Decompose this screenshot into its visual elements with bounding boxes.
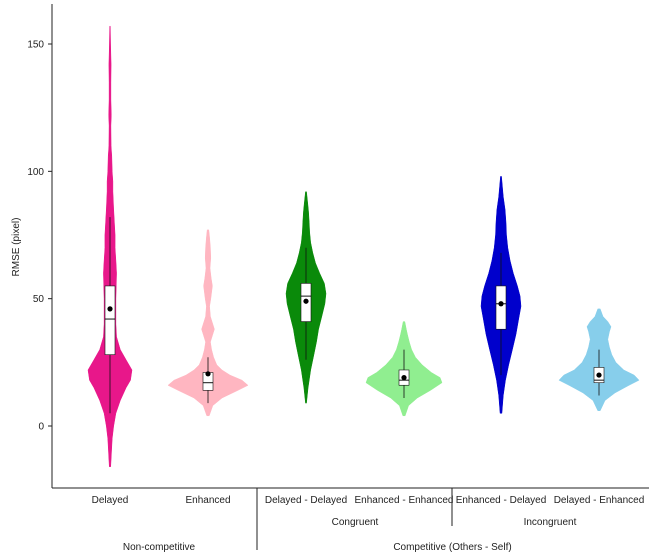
mean-point-2 [205,371,211,377]
violins-layer [87,25,640,467]
x-tick-label: Enhanced - Enhanced [355,495,454,506]
x-tick-labels: Delayed Enhanced Delayed - Delayed Enhanced… [92,495,645,506]
mean-point-5 [498,301,504,307]
box-5 [495,285,507,330]
mean-point-3 [303,298,309,304]
axes-layer [51,4,649,489]
y-tick-label: 150 [27,40,44,51]
y-tick-label: 100 [27,167,44,178]
box-1 [104,285,116,355]
group-label-2: Incongruent [524,517,577,528]
x-tick-label: Delayed - Delayed [265,495,347,506]
y-tick-label: 50 [33,294,45,305]
group-label-1: Congruent [332,517,379,528]
x-tick-label: Enhanced [185,495,230,506]
mean-point-6 [596,372,602,378]
boxplots-layer [104,217,605,414]
supergroup-label-2: Competitive (Others - Self) [393,542,511,553]
y-ticks: 0 50 100 150 [27,40,52,433]
mean-point-1 [107,306,113,312]
x-tick-label: Delayed - Enhanced [554,495,645,506]
mean-point-4 [401,375,407,381]
x-tick-label: Delayed [92,495,129,506]
violin-2 [167,229,249,417]
supergroup-label-1: Non-competitive [123,542,196,553]
y-axis-title: RMSE (pixel) [11,218,22,277]
category-grouping: Congruent Incongruent Non-competitive Compe… [123,488,577,553]
x-tick-label: Enhanced - Delayed [456,495,547,506]
y-tick-label: 0 [38,422,44,433]
